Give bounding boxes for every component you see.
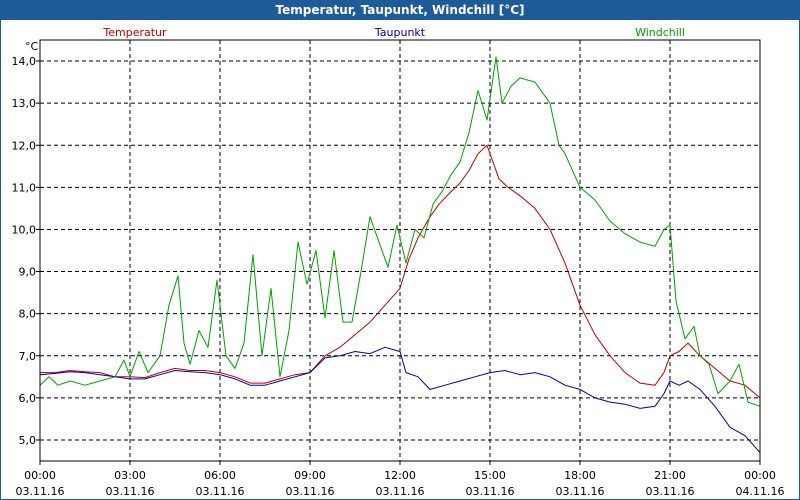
y-tick-label-0: 5,0 [19,434,37,447]
legend-entry-taupunkt: Taupunkt [374,26,426,39]
x-tick-date-0: 03.11.16 [16,485,65,498]
x-tick-date-7: 03.11.16 [646,485,695,498]
y-axis-unit-label: °C [25,40,39,53]
grid-layer [40,40,760,461]
x-tick-time-4: 12:00 [384,469,416,482]
x-tick-date-6: 03.11.16 [556,485,605,498]
legend-entry-windchill: Windchill [635,26,685,39]
x-tick-date-8: 04.11.16 [736,485,785,498]
y-tick-label-7: 12,0 [12,139,37,152]
x-tick-time-2: 06:00 [204,469,236,482]
series-layer [39,56,761,453]
x-tick-time-5: 15:00 [474,469,506,482]
y-tick-label-8: 13,0 [12,97,37,110]
series-line-taupunkt [39,346,761,453]
x-tick-time-8: 00:00 [744,469,776,482]
y-tick-label-4: 9,0 [19,266,37,279]
window-title: Temperatur, Taupunkt, Windchill [°C] [275,3,525,17]
x-tick-time-3: 09:00 [294,469,326,482]
y-tick-label-5: 10,0 [12,223,37,236]
y-tick-label-3: 8,0 [19,308,37,321]
x-tick-date-5: 03.11.16 [466,485,515,498]
y-tick-label-1: 6,0 [19,392,37,405]
series-line-windchill [39,56,761,407]
series-line-temperatur [40,144,761,399]
y-tick-label-9: 14,0 [12,55,37,68]
x-tick-date-3: 03.11.16 [286,485,335,498]
x-tick-time-1: 03:00 [114,469,146,482]
x-tick-time-7: 21:00 [654,469,686,482]
x-tick-date-2: 03.11.16 [196,485,245,498]
y-tick-label-2: 7,0 [19,350,37,363]
axis-layer: 5,0 6,0 7,0 8,0 9,0 10,0 11,0 12,0 13,0 14,0 00:00… [12,55,785,498]
legend: Temperatur Taupunkt Windchill [102,26,685,39]
x-tick-time-0: 00:00 [24,469,56,482]
line-chart: 5,0 6,0 7,0 8,0 9,0 10,0 11,0 12,0 13,0 14,0 00:00… [12,26,785,498]
y-tick-label-6: 11,0 [12,181,37,194]
x-tick-time-6: 18:00 [564,469,596,482]
x-tick-date-4: 03.11.16 [376,485,425,498]
chart-area: 5,0 6,0 7,0 8,0 9,0 10,0 11,0 12,0 13,0 14,0 00:00… [1,20,799,499]
x-tick-date-1: 03.11.16 [106,485,155,498]
legend-entry-temperatur: Temperatur [102,26,167,39]
